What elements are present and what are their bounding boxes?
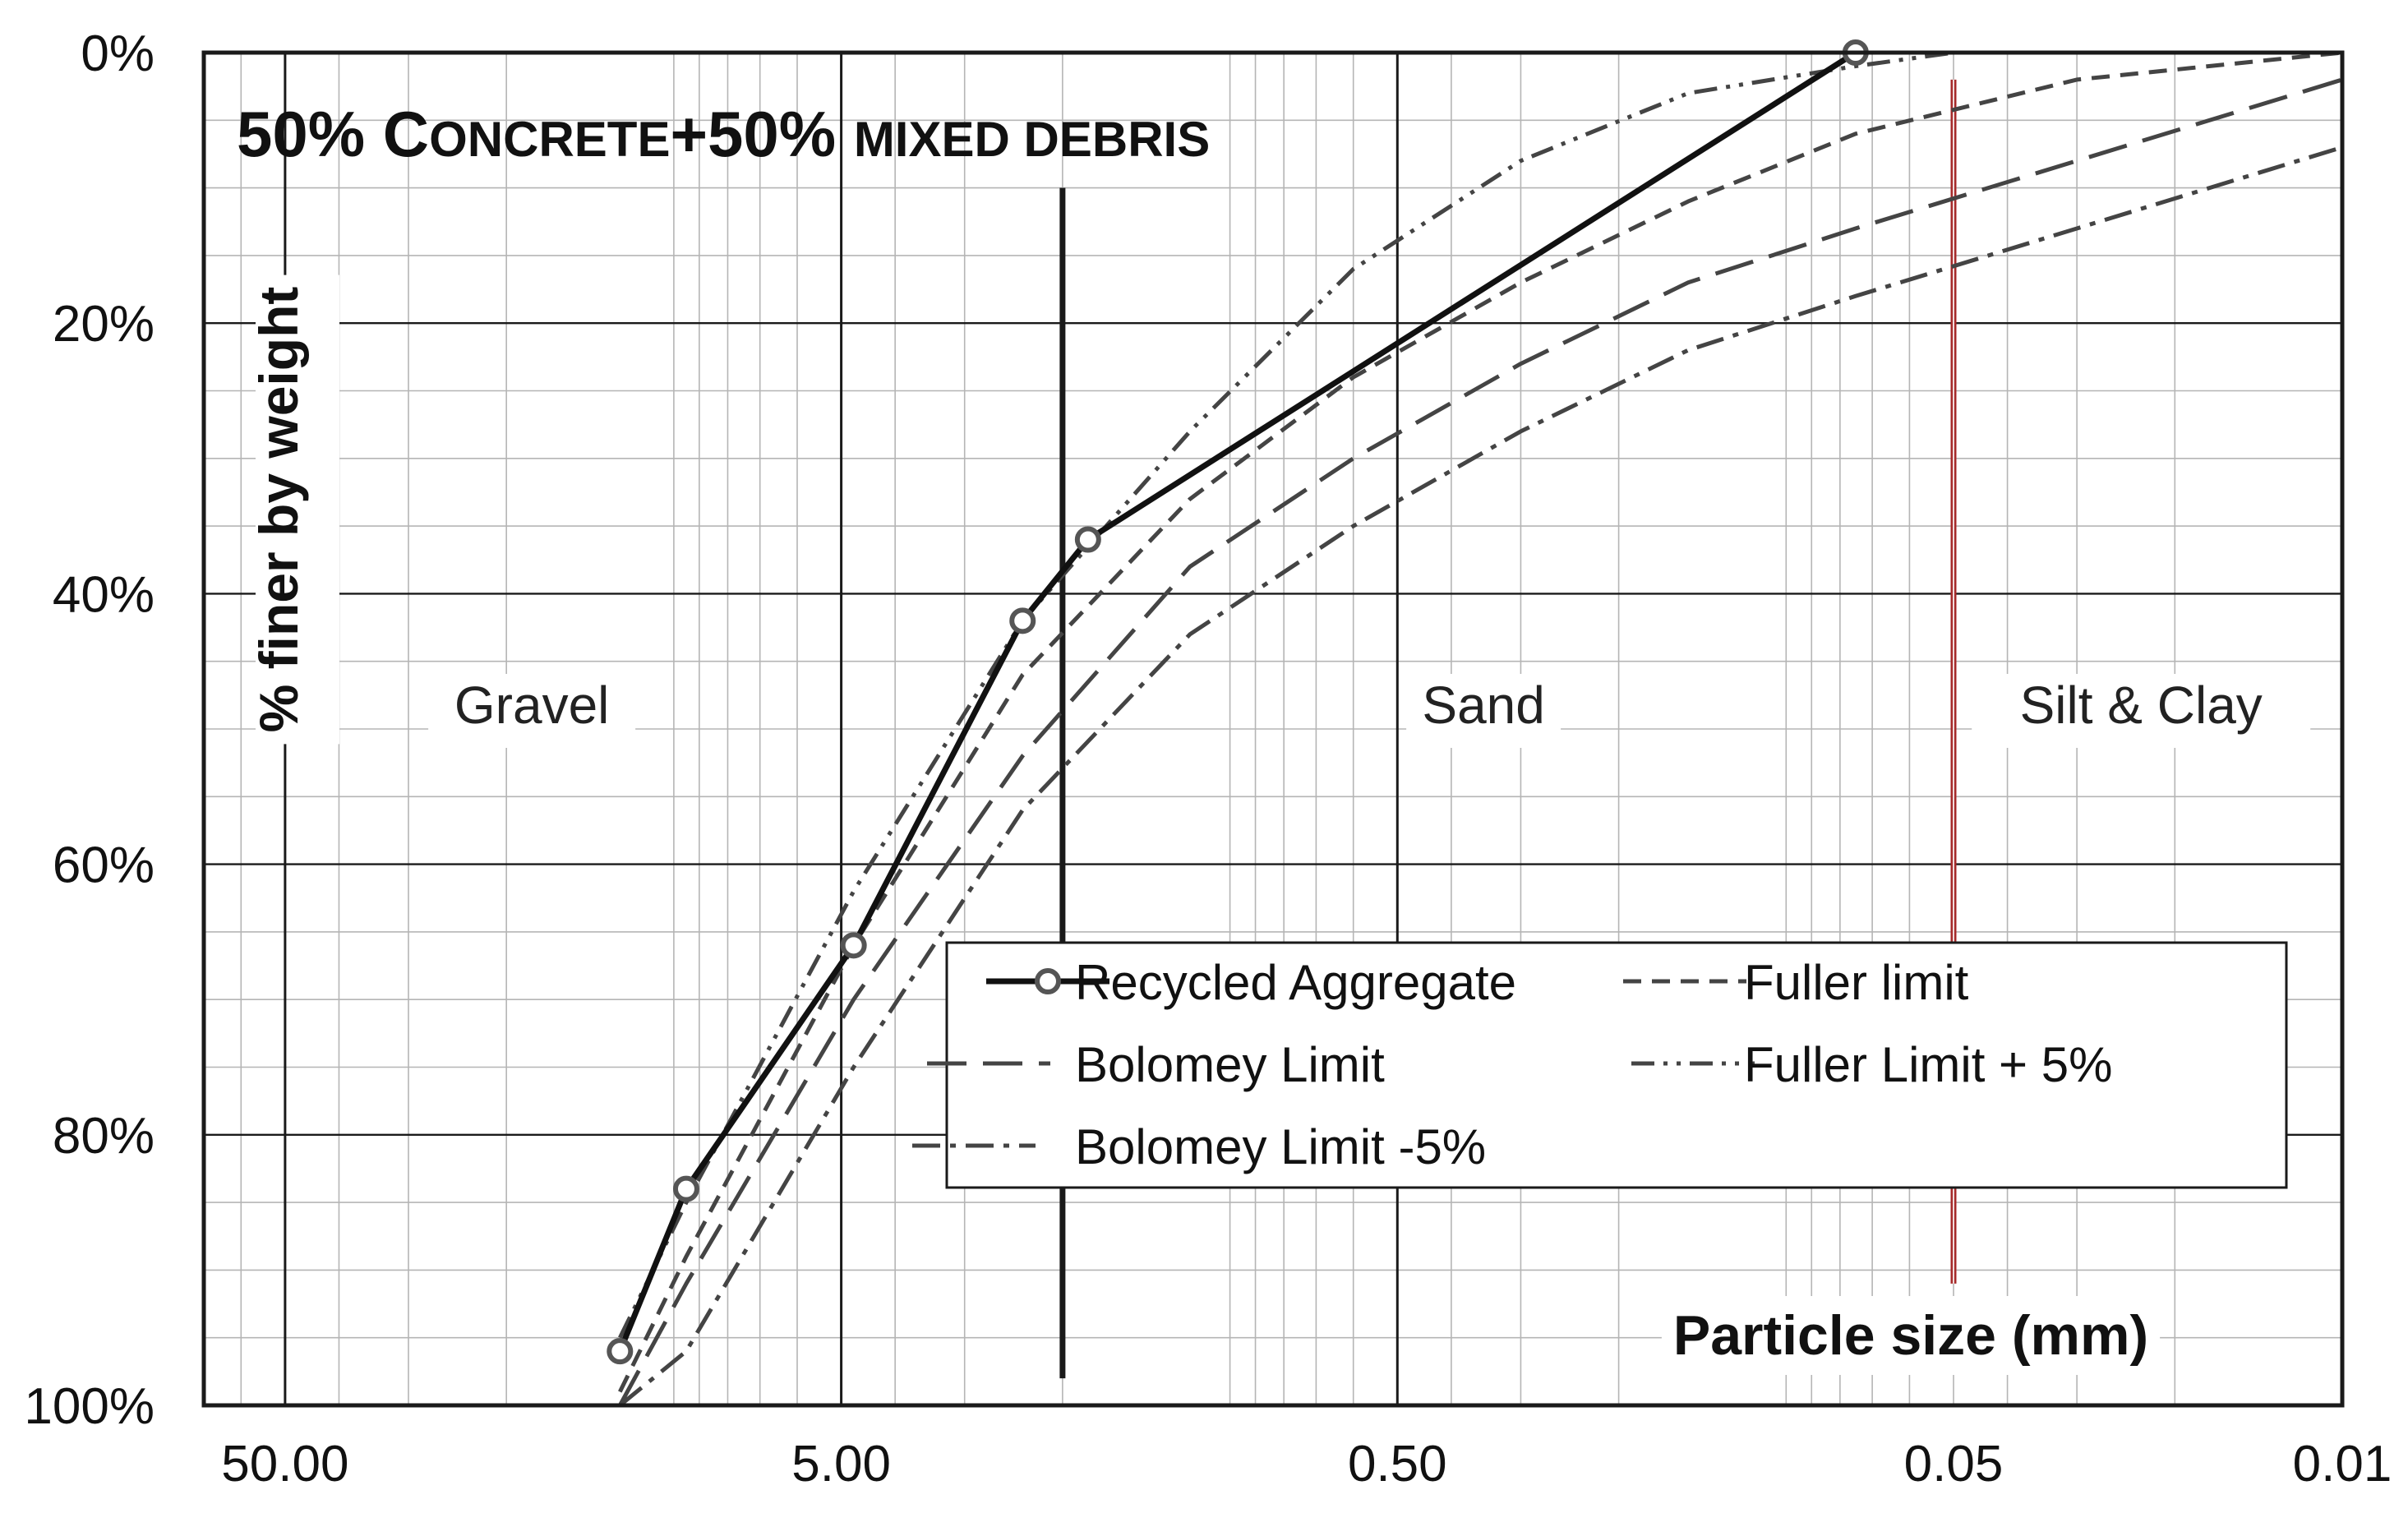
title-part-3: +50% xyxy=(670,98,853,170)
legend-label: Bolomey Limit xyxy=(1075,1037,1385,1092)
series-line xyxy=(618,145,2343,1407)
legend-label: Fuller Limit + 5% xyxy=(1744,1037,2112,1092)
y-axis-label-background xyxy=(256,274,339,745)
zone-label-background xyxy=(428,674,636,748)
x-axis-label: Particle size (mm) xyxy=(1661,1296,2161,1375)
y-axis-title: % finer by weight xyxy=(248,287,309,733)
series-point xyxy=(1009,607,1036,634)
x-tick-label: 5.00 xyxy=(791,1436,891,1492)
y-tick-label: 40% xyxy=(53,566,155,623)
chart-title: 50% CONCRETE+50% MIXED DEBRIS xyxy=(237,98,1210,170)
x-tick-labels: 50.00 5.00 0.50 0.05 0.01 xyxy=(221,1436,2392,1492)
y-tick-labels: 0% 20% 40% 60% 80% 100% xyxy=(24,25,155,1435)
x-tick-label: 0.01 xyxy=(2293,1436,2392,1492)
y-tick-label: 80% xyxy=(53,1108,155,1165)
title-part-4: MIXED DEBRIS xyxy=(854,112,1210,167)
x-axis-label-background xyxy=(1661,1296,2161,1375)
series-line xyxy=(618,50,1954,1339)
y-tick-label: 20% xyxy=(53,296,155,353)
legend-label: Recycled Aggregate xyxy=(1075,955,1516,1010)
legend-marker xyxy=(1035,968,1061,994)
x-tick-label: 0.05 xyxy=(1904,1436,2004,1492)
y-axis-label: % finer by weight xyxy=(248,274,339,745)
series-layer xyxy=(607,39,2343,1407)
zone-labels: Gravel Sand Silt & Clay xyxy=(428,674,2311,748)
x-tick-label: 0.50 xyxy=(1348,1436,1447,1492)
zone-label-background xyxy=(1972,674,2311,748)
zone-label: Sand xyxy=(1422,676,1544,735)
x-axis-title: Particle size (mm) xyxy=(1673,1304,2148,1367)
y-tick-label: 60% xyxy=(53,837,155,894)
series-line xyxy=(618,50,2343,1393)
title-part-2: ONCRETE xyxy=(429,112,670,167)
legend-label: Bolomey Limit -5% xyxy=(1075,1119,1486,1174)
series-line xyxy=(618,77,2343,1407)
zone-label: Gravel xyxy=(454,676,610,735)
series-line xyxy=(617,50,1857,1353)
title-part-1: 50% C xyxy=(237,98,429,170)
plot-frame xyxy=(201,50,2345,1408)
zone-label-background xyxy=(1406,674,1562,748)
series-point xyxy=(840,932,867,959)
series-point xyxy=(607,1338,634,1365)
y-tick-label: 100% xyxy=(24,1378,155,1435)
series-point xyxy=(672,1175,699,1202)
x-tick-label: 50.00 xyxy=(221,1436,348,1492)
zone-label: Silt & Clay xyxy=(2020,676,2263,735)
y-tick-label: 0% xyxy=(81,25,155,82)
legend: Recycled Aggregate Fuller limit Bolomey Li… xyxy=(912,941,2288,1189)
series-point xyxy=(1074,526,1101,553)
legend-label: Fuller limit xyxy=(1744,955,1969,1010)
legend-box xyxy=(945,941,2288,1189)
